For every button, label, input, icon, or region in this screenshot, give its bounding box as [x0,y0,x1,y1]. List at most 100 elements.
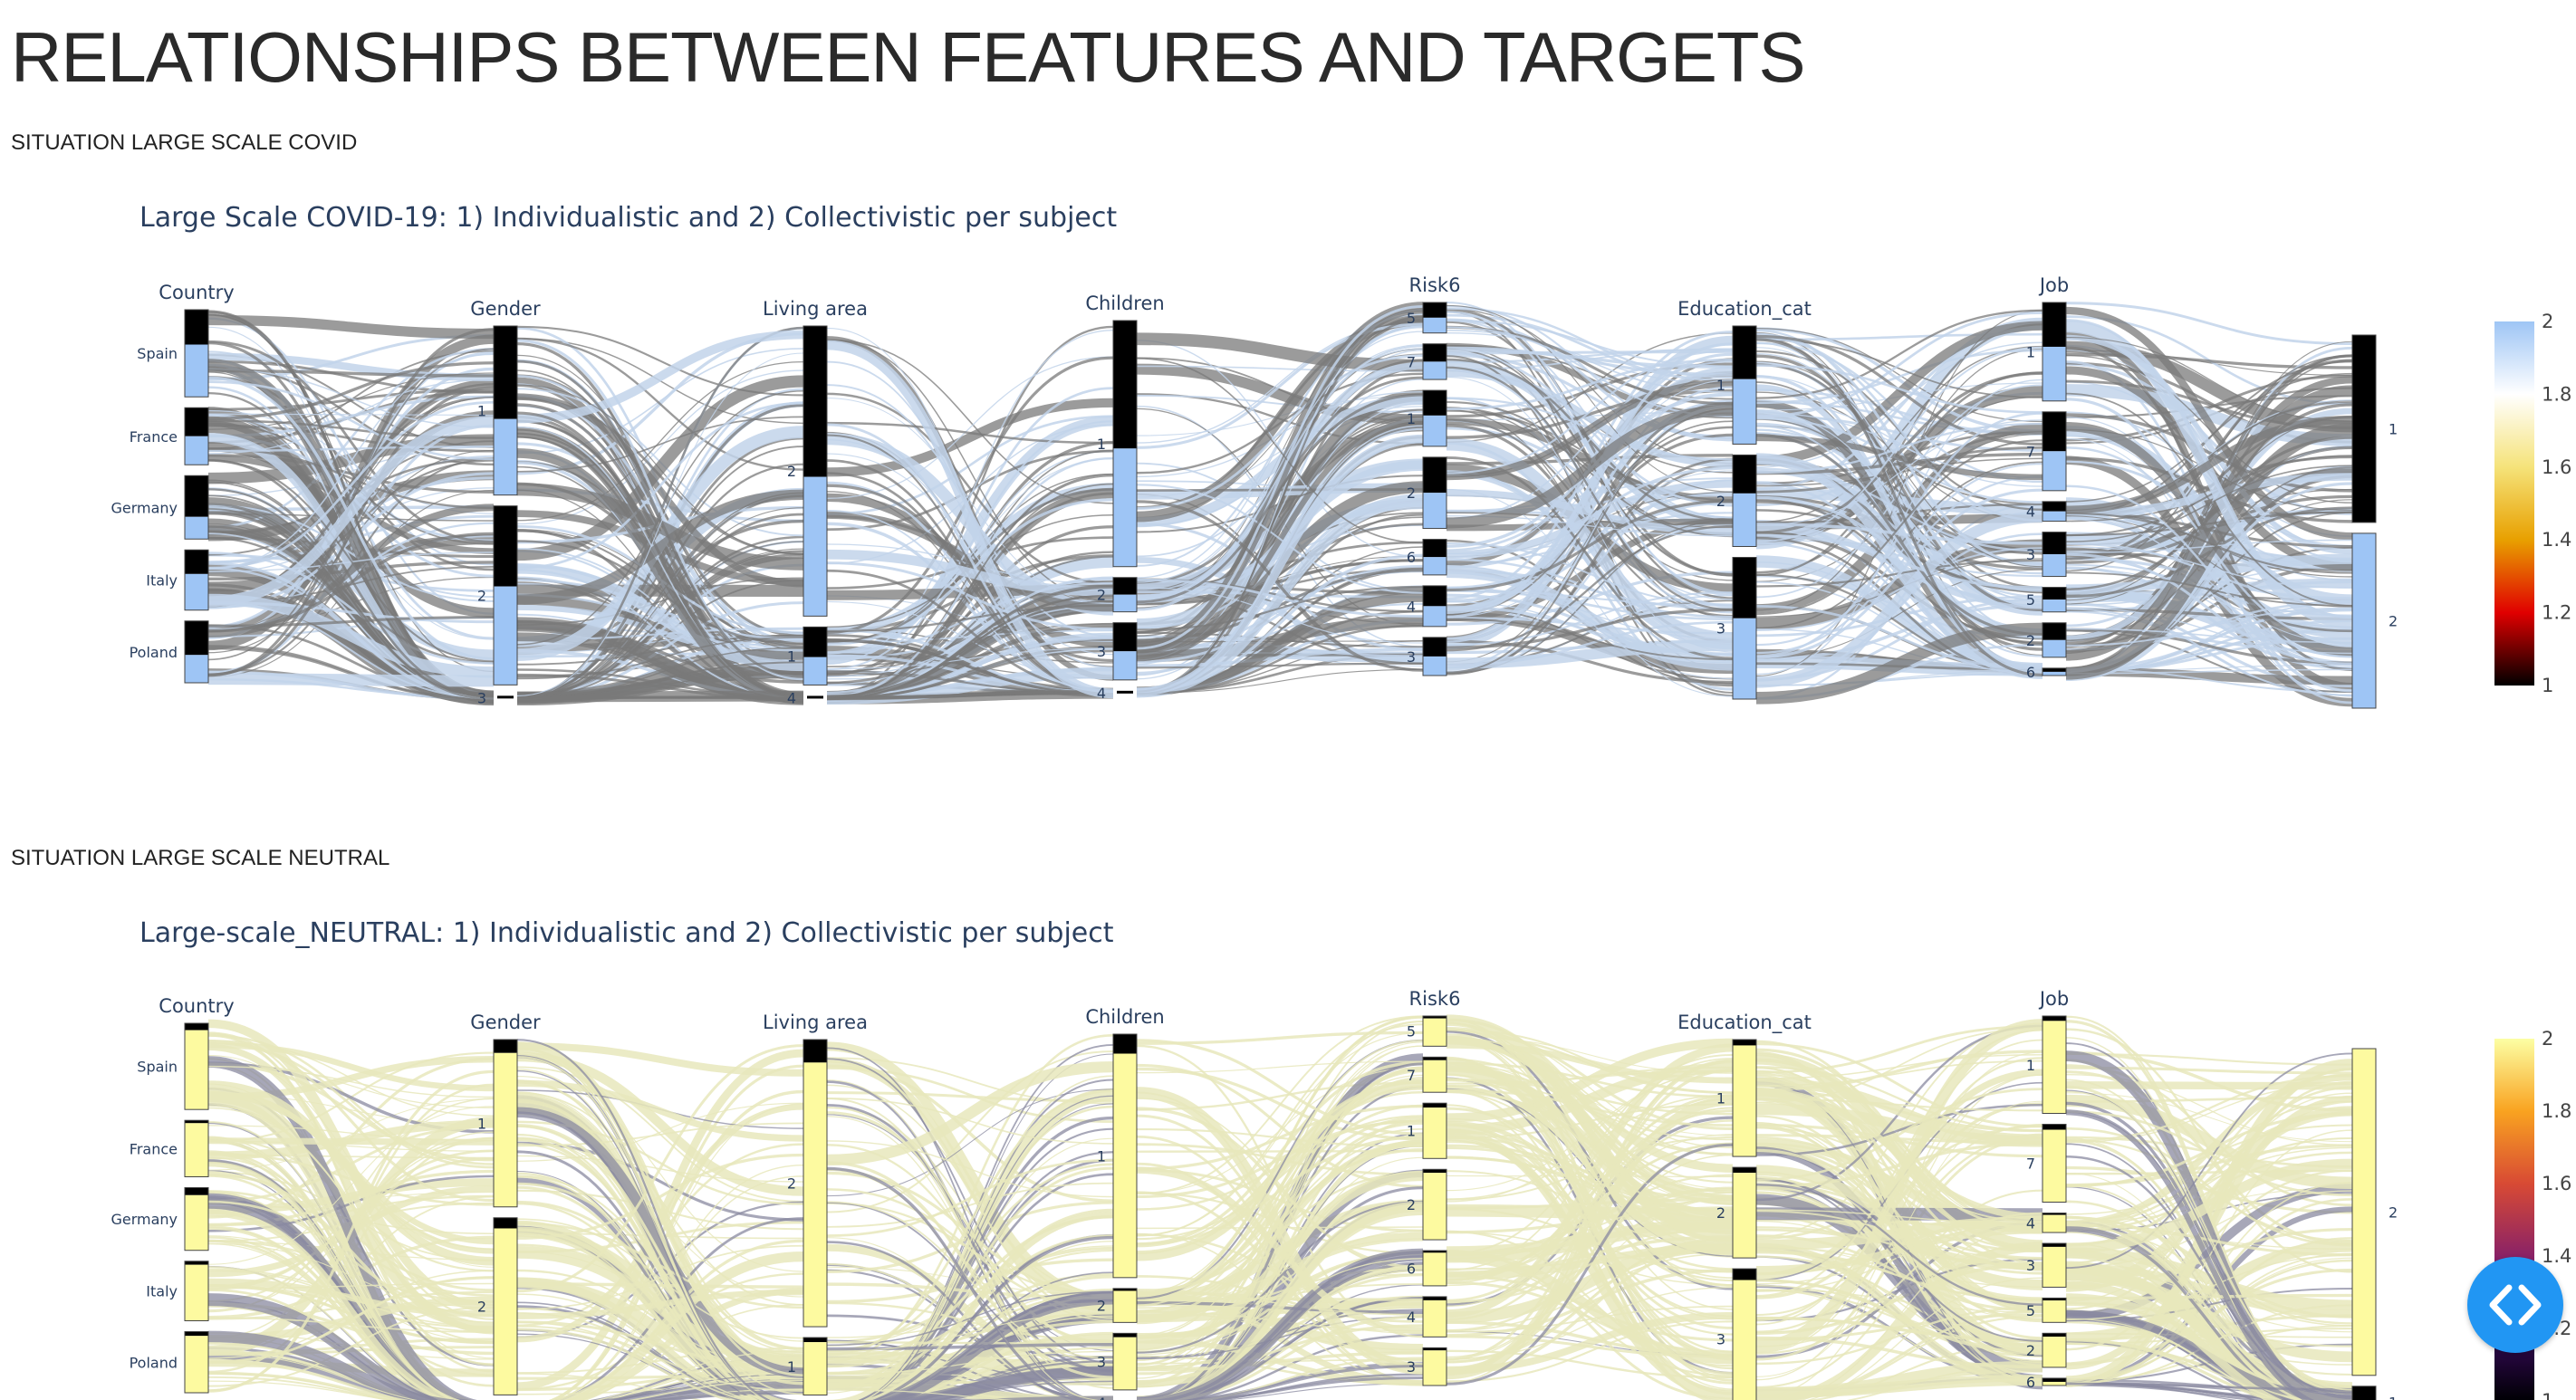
category-label: 2 [1097,1298,1106,1315]
ribbon-path [207,413,495,578]
category-bar-dark [2352,1386,2376,1400]
code-toggle-button[interactable] [2467,1257,2563,1353]
category-bar-outline [2042,1377,2067,1386]
category-label: 3 [1407,648,1416,666]
category-bar-outline [1422,1056,1447,1093]
ribbon-path [1136,1338,1424,1386]
ribbon-path [861,1208,1114,1400]
category-label: 1 [477,402,486,419]
ribbon-path [826,1312,1114,1353]
category-bar-dark [185,550,208,574]
ribbon-path [826,1388,1014,1400]
category-bar-dark [2043,1213,2066,1215]
ribbon-path [1136,394,1424,528]
parcats-chart-covid[interactable]: Large Scale COVID-19: 1) Individualistic… [0,190,2576,734]
ribbon-path [826,1060,1114,1166]
ribbon-path [516,1122,804,1147]
ribbon-path [516,1305,746,1400]
parcats-chart-neutral[interactable]: Large-scale_NEUTRAL: 1) Individualistic … [0,906,2576,1400]
category-label: 3 [477,689,486,706]
ribbon-path [1136,1136,1424,1246]
bar-layer: Country Spain France Germany Italy Poland Gend… [111,988,2398,1400]
category-bar-outline [184,1187,209,1251]
ribbon-path [1446,350,1734,355]
ribbon-path [1446,466,1734,569]
ribbon-path [1446,591,1734,647]
ribbon-path [1136,500,1424,672]
category-bar-outline [2351,532,2377,709]
ribbon-path [1755,439,2043,616]
axis-label: Job [2038,988,2069,1010]
category-label: 6 [1407,1260,1416,1277]
category-bar-light [1423,1350,1447,1386]
ribbon-path [1446,590,1734,621]
category-label: 1 [787,1358,796,1376]
ribbon-path [1755,309,2043,399]
category-bar-outline [1732,1268,1757,1400]
ribbon-path [1446,358,1734,411]
ribbon-path [516,374,804,638]
ribbon-path [207,314,495,340]
ribbon-path [826,584,1114,700]
ribbon-path [207,1137,495,1146]
ribbon-path [1446,304,1734,493]
ribbon-path [207,1276,495,1365]
category-label: 7 [2026,443,2035,460]
ribbon-path [1755,547,2043,631]
category-bar-outline [1422,1296,1447,1338]
category-label: 4 [1407,1309,1416,1326]
ribbon-path [1446,360,1734,520]
axis-label: Children [1085,292,1164,314]
ribbon-path [1755,332,2043,568]
category-label: Germany [111,499,178,516]
category-bar-light [1423,557,1447,575]
category-label: 1 [2389,1394,2398,1400]
category-bar-light [803,1342,827,1395]
category-bar-outline [184,309,209,398]
colorbar-tick: 1.8 [2542,383,2571,405]
category-bar-light [1113,1053,1137,1278]
category-bar-light [1423,1173,1447,1241]
category-bar-dark [1113,1288,1137,1291]
ribbon-path [516,1079,804,1395]
ribbon-path [879,1290,1114,1400]
ribbon-path [2065,385,2353,661]
category-bar-dark [1733,455,1756,494]
category-bar-dark [2043,411,2066,452]
ribbon-path [516,577,804,626]
ribbon-path [207,416,495,608]
ribbon-path [2065,423,2353,680]
ribbon-path [516,489,804,605]
ribbon-path [826,423,1114,693]
category-bar-outline [1112,320,1138,568]
ribbon-path [1446,1252,1734,1332]
ribbon-path [2065,1110,2353,1197]
category-label: 1 [2026,1057,2035,1074]
category-bar-light [1423,606,1447,627]
ribbon-path [207,1293,472,1400]
ribbon-path [207,673,495,687]
chart-title: Large-scale_NEUTRAL: 1) Individualistic … [139,917,1114,949]
axis-label: Country [159,995,234,1017]
ribbon-path [1755,622,2043,705]
ribbon-path [1446,350,1734,475]
category-label: 3 [2026,1257,2035,1274]
ribbon-path [2065,1094,2353,1189]
ribbon-path [1220,1383,1424,1400]
ribbon-path [1136,1031,1424,1237]
ribbon-path [2065,607,2353,647]
category-bar-light [1423,656,1447,676]
ribbon-path [207,1065,495,1098]
ribbon-path [1755,354,2043,612]
category-label: 1 [2026,343,2035,360]
ribbon-path [1755,1019,2043,1353]
ribbon-path [516,360,804,522]
category-bar-dark [2352,335,2376,523]
ribbon-path [1136,340,1424,558]
category-bar-dark [185,1187,208,1195]
ribbon-path [207,1330,458,1400]
ribbon-path [1755,338,2043,676]
category-bar-light [2043,1300,2066,1323]
ribbon-path [2065,1127,2353,1247]
ribbon-path [516,1051,804,1196]
